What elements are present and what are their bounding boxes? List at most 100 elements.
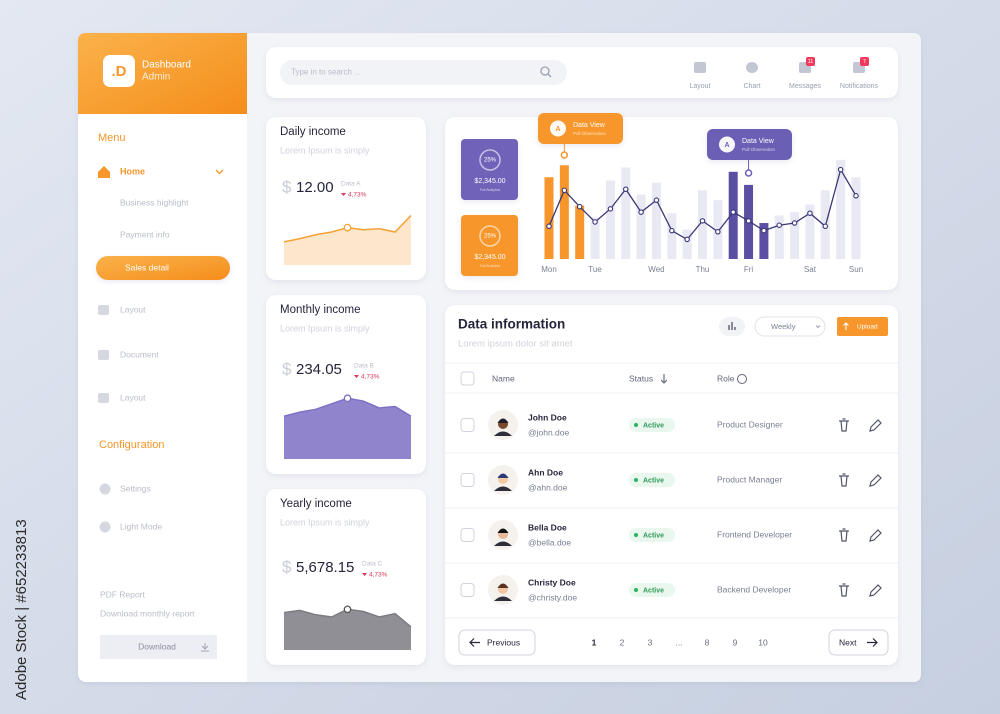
column-header: Status xyxy=(629,373,653,383)
logo-text: .D xyxy=(112,63,127,80)
row-checkbox[interactable] xyxy=(460,583,475,597)
page-number: ... xyxy=(675,637,682,647)
row-checkbox[interactable] xyxy=(460,473,475,487)
line-point xyxy=(607,206,614,212)
series-label: Data A xyxy=(341,181,361,188)
bar xyxy=(651,182,661,259)
sidebar-header xyxy=(78,33,247,114)
down-arrow xyxy=(362,573,367,576)
view-dropdown[interactable] xyxy=(754,316,826,337)
user-handle: @john.doe xyxy=(528,427,570,437)
bar xyxy=(682,229,692,259)
callout-badge xyxy=(719,136,735,153)
line-point xyxy=(638,209,644,215)
menu-item: Document xyxy=(120,349,159,359)
line-point xyxy=(853,193,859,199)
line-point xyxy=(546,223,552,230)
change: 4,73% xyxy=(361,374,380,381)
line-point xyxy=(715,229,721,235)
avatar-hair xyxy=(497,528,509,533)
button-label: Download xyxy=(138,641,176,651)
avatar-hair xyxy=(497,583,509,588)
currency: $ xyxy=(282,557,292,576)
page-number: 1 xyxy=(592,637,597,647)
line-point xyxy=(653,197,660,203)
user-name: Ahn Doe xyxy=(528,467,563,477)
role: Product Designer xyxy=(717,419,783,429)
line-point xyxy=(730,209,736,215)
edit-icon[interactable] xyxy=(869,529,882,542)
edit-icon[interactable] xyxy=(869,584,882,597)
menu-icon xyxy=(98,305,109,315)
card-title: Monthly income xyxy=(280,304,361,316)
search-box[interactable] xyxy=(280,60,567,85)
line-point xyxy=(807,210,813,216)
x-tick-label: Mon xyxy=(541,265,557,274)
nav-icon[interactable] xyxy=(694,62,706,73)
delete-icon[interactable] xyxy=(839,528,849,542)
delete-icon[interactable] xyxy=(839,473,849,487)
currency: $ xyxy=(282,177,292,196)
status-dot xyxy=(634,588,638,592)
callout-text: Pull Observation xyxy=(742,147,776,152)
stat-caption: Full Analytics xyxy=(480,264,501,268)
line-point xyxy=(699,218,706,224)
bar xyxy=(575,205,585,259)
bar xyxy=(790,212,800,259)
x-tick-label: Thu xyxy=(696,265,710,274)
pdf-title: PDF Report xyxy=(100,589,146,599)
search-icon xyxy=(547,73,552,78)
upload-button[interactable] xyxy=(837,317,888,336)
status-dot xyxy=(634,478,638,482)
nav-icon[interactable] xyxy=(746,62,758,73)
stat-amount: $2,345.00 xyxy=(474,254,505,261)
row-checkbox[interactable] xyxy=(460,528,475,542)
line-point xyxy=(822,223,829,230)
badge xyxy=(806,57,815,66)
nav-label: Chart xyxy=(743,83,760,90)
delete-icon[interactable] xyxy=(839,583,849,597)
bar xyxy=(667,213,677,259)
download-button[interactable] xyxy=(100,635,217,659)
bar xyxy=(636,194,646,259)
series-label: Data C xyxy=(362,561,383,568)
status: Active xyxy=(643,587,664,594)
line-point xyxy=(791,220,798,226)
line-point xyxy=(684,236,690,243)
search-icon xyxy=(540,66,550,76)
role: Frontend Developer xyxy=(717,529,792,539)
row-checkbox[interactable] xyxy=(460,418,475,432)
menu-item: Layout xyxy=(120,392,146,402)
edit-icon[interactable] xyxy=(869,474,882,487)
amount: 12.00 xyxy=(296,179,334,196)
card-title: Daily income xyxy=(280,126,346,138)
amount: 5,678.15 xyxy=(296,559,354,576)
page-number: 9 xyxy=(733,637,738,647)
submenu-item: Business highlight xyxy=(120,197,189,207)
status: Active xyxy=(643,422,664,429)
page-number: 3 xyxy=(648,637,653,647)
stat-percent: 25% xyxy=(484,158,497,164)
next-button[interactable] xyxy=(828,629,889,656)
brand: Dashboard xyxy=(142,60,191,71)
line-point xyxy=(669,227,675,234)
delete-icon[interactable] xyxy=(839,418,849,432)
menu-item: Layout xyxy=(120,304,146,314)
sparkline-area xyxy=(284,398,411,459)
user-name: John Doe xyxy=(528,412,567,422)
edit-icon[interactable] xyxy=(869,419,882,432)
bar xyxy=(728,171,738,259)
nav-label: Layout xyxy=(689,83,710,90)
line-point xyxy=(761,227,767,234)
bar xyxy=(759,223,769,259)
callout-title: Data View xyxy=(573,122,606,129)
bar xyxy=(605,180,615,259)
checkbox[interactable] xyxy=(460,371,475,386)
active-submenu[interactable] xyxy=(96,256,230,280)
column-header: Role xyxy=(717,373,735,383)
role: Admin xyxy=(142,72,170,83)
download-icon xyxy=(201,643,209,652)
previous-button[interactable] xyxy=(458,629,536,656)
menu-title: Menu xyxy=(98,132,126,144)
